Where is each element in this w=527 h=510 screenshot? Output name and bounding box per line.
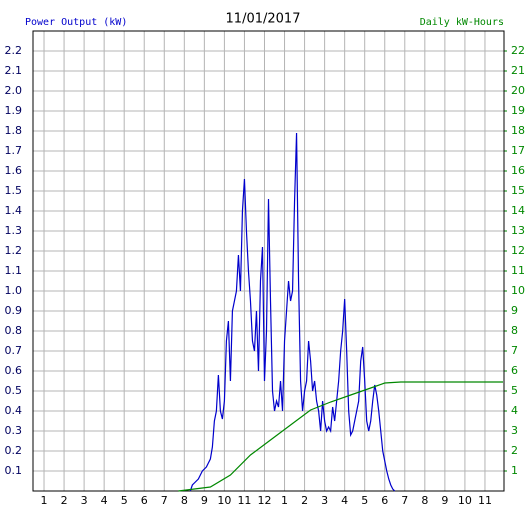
x-tick-label: 8 <box>421 494 428 507</box>
x-tick-label: 4 <box>341 494 348 507</box>
y2-tick-label: 5 <box>511 384 518 397</box>
y-tick-label: 1.8 <box>5 124 23 137</box>
y2-tick-label: 10 <box>511 284 525 297</box>
y-tick-label: 2.2 <box>5 44 23 57</box>
x-tick-label: 9 <box>441 494 448 507</box>
y2-tick-label: 13 <box>511 224 525 237</box>
y2-tick-label: 6 <box>511 364 518 377</box>
y2-tick-label: 7 <box>511 344 518 357</box>
x-tick-label: 9 <box>201 494 208 507</box>
y-tick-label: 1.9 <box>5 104 23 117</box>
y2-tick-label: 12 <box>511 244 525 257</box>
y2-tick-label: 4 <box>511 404 518 417</box>
y2-tick-label: 15 <box>511 184 525 197</box>
x-tick-label: 12 <box>257 494 271 507</box>
y2-tick-label: 18 <box>511 124 525 137</box>
plot-frame <box>32 30 505 492</box>
y-tick-label: 1.3 <box>5 224 23 237</box>
y2-tick-label: 9 <box>511 304 518 317</box>
y-tick-label: 0.5 <box>5 384 23 397</box>
y-tick-label: 2.1 <box>5 64 23 77</box>
x-tick-label: 1 <box>41 494 48 507</box>
x-tick-label: 4 <box>101 494 108 507</box>
y2-tick-label: 20 <box>511 84 525 97</box>
y-tick-label: 1.1 <box>5 264 23 277</box>
y2-tick-label: 1 <box>511 464 518 477</box>
x-tick-label: 1 <box>281 494 288 507</box>
x-tick-label: 7 <box>401 494 408 507</box>
y2-tick-label: 14 <box>511 204 525 217</box>
y-tick-label: 0.7 <box>5 344 23 357</box>
x-tick-label: 3 <box>321 494 328 507</box>
y-tick-label: 0.2 <box>5 444 23 457</box>
x-tick-label: 8 <box>181 494 188 507</box>
y-tick-label: 1.5 <box>5 184 23 197</box>
y-tick-label: 1.2 <box>5 244 23 257</box>
series-line <box>189 132 396 492</box>
x-tick-label: 11 <box>237 494 251 507</box>
x-tick-label: 3 <box>81 494 88 507</box>
y2-tick-label: 22 <box>511 44 525 57</box>
x-tick-label: 7 <box>161 494 168 507</box>
chart-title: 11/01/2017 <box>226 12 301 27</box>
y-tick-label: 0.1 <box>5 464 23 477</box>
x-tick-label: 5 <box>361 494 368 507</box>
y-tick-label: 0.6 <box>5 364 23 377</box>
y2-axis-label: Daily kW-Hours <box>420 17 504 28</box>
y-tick-label: 1.7 <box>5 144 23 157</box>
series-line <box>178 381 503 492</box>
y-tick-label: 0.3 <box>5 424 23 437</box>
x-tick-label: 2 <box>61 494 68 507</box>
y-tick-label: 2.0 <box>5 84 23 97</box>
y2-tick-label: 16 <box>511 164 525 177</box>
y-axis-label: Power Output (kW) <box>25 17 127 28</box>
y-tick-label: 0.4 <box>5 404 23 417</box>
y2-tick-label: 21 <box>511 64 525 77</box>
y-tick-label: 1.0 <box>5 284 23 297</box>
y-tick-label: 1.4 <box>5 204 23 217</box>
y2-tick-label: 17 <box>511 144 525 157</box>
y2-tick-label: 8 <box>511 324 518 337</box>
x-tick-label: 10 <box>217 494 231 507</box>
x-tick-label: 2 <box>301 494 308 507</box>
x-tick-label: 5 <box>121 494 128 507</box>
y2-tick-label: 11 <box>511 264 525 277</box>
y2-tick-label: 3 <box>511 424 518 437</box>
x-tick-label: 10 <box>458 494 472 507</box>
y-tick-label: 0.8 <box>5 324 23 337</box>
y-tick-label: 1.6 <box>5 164 23 177</box>
y2-tick-label: 19 <box>511 104 525 117</box>
y2-tick-label: 2 <box>511 444 518 457</box>
x-tick-label: 11 <box>478 494 492 507</box>
y-tick-label: 0.9 <box>5 304 23 317</box>
x-tick-label: 6 <box>381 494 388 507</box>
x-tick-label: 6 <box>141 494 148 507</box>
